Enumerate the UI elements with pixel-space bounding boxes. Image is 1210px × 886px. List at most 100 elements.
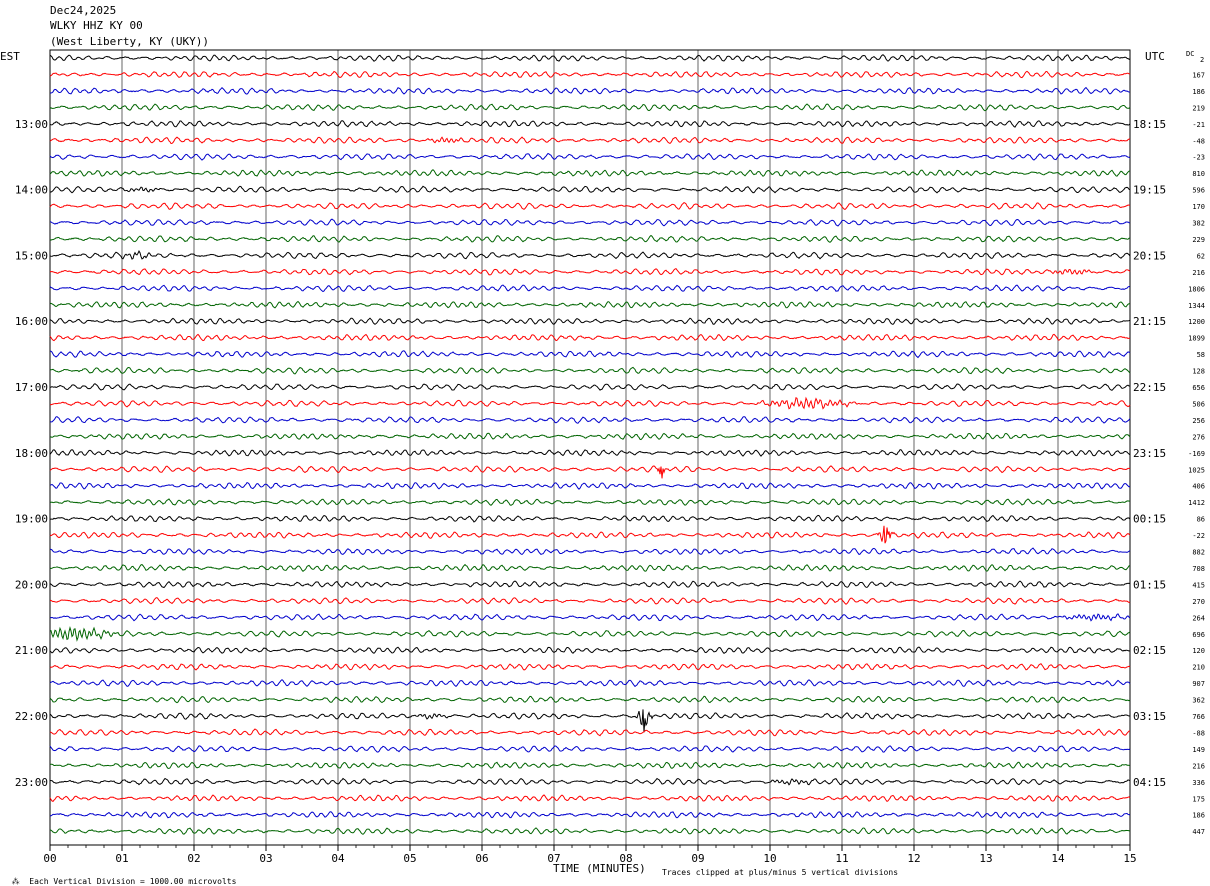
dc-offset-label: 766 — [1192, 713, 1205, 721]
left-hour-label: 23:00 — [15, 776, 48, 789]
trace-line — [49, 745, 1131, 753]
trace-line — [49, 728, 1131, 737]
x-tick-label: 15 — [1123, 852, 1136, 865]
right-hour-label: 19:15 — [1133, 184, 1166, 197]
dc-offset-label: 1806 — [1188, 285, 1205, 293]
trace-line — [50, 498, 1131, 506]
trace-line — [49, 465, 1131, 479]
x-axis-title: TIME (MINUTES) — [553, 862, 646, 875]
dc-offset-label: 447 — [1192, 828, 1205, 836]
x-tick-label: 03 — [259, 852, 272, 865]
x-tick-label: 02 — [187, 852, 200, 865]
dc-offset-label: 810 — [1192, 170, 1205, 178]
x-tick-label: 05 — [403, 852, 416, 865]
dc-offset-label: -21 — [1192, 121, 1205, 129]
left-hour-label: 15:00 — [15, 249, 48, 262]
trace-line — [49, 333, 1131, 342]
left-timezone-label: EST — [0, 50, 20, 63]
dc-offset-label: 86 — [1197, 516, 1205, 524]
trace-line — [49, 580, 1131, 589]
dc-offset-label: 1344 — [1188, 302, 1205, 310]
dc-offset-label: 1025 — [1188, 466, 1205, 474]
trace-line — [49, 547, 1131, 556]
dc-offset-label: 656 — [1192, 384, 1205, 392]
dc-offset-label: -22 — [1192, 532, 1205, 540]
right-hour-label: 00:15 — [1133, 513, 1166, 526]
trace-line — [49, 86, 1131, 95]
x-tick-label: 04 — [331, 852, 345, 865]
trace-line — [49, 366, 1131, 375]
dc-offset-label: 216 — [1192, 269, 1205, 277]
dc-offset-label: 219 — [1192, 104, 1205, 112]
trace-line — [49, 679, 1131, 688]
dc-label: DC — [1186, 50, 1195, 58]
dc-offset-label: 362 — [1192, 697, 1205, 705]
station-code: WLKY HHZ KY 00 — [50, 19, 143, 32]
right-timezone-label: UTC — [1145, 50, 1165, 63]
dc-offset-label: 406 — [1192, 483, 1205, 491]
station-location: (West Liberty, KY (UKY)) — [50, 35, 209, 48]
trace-line — [49, 300, 1131, 309]
left-hour-label: 22:00 — [15, 710, 48, 723]
dc-offset-label: 506 — [1192, 400, 1205, 408]
left-hour-label: 19:00 — [15, 513, 48, 526]
left-hour-label: 21:00 — [15, 644, 48, 657]
dc-offset-label: 1200 — [1188, 318, 1205, 326]
trace-line — [49, 646, 1131, 655]
trace-line — [49, 709, 1131, 733]
x-tick-label: 01 — [115, 852, 128, 865]
trace-line — [49, 663, 1131, 671]
right-hour-label: 01:15 — [1133, 578, 1166, 591]
corner-mark-icon: ⁂ — [11, 877, 20, 886]
trace-line — [49, 103, 1131, 112]
dc-offset-label: 128 — [1192, 368, 1205, 376]
scale-note: ⁂ Each Vertical Division = 1000.00 micro… — [2, 868, 237, 886]
trace-line — [49, 70, 1131, 79]
dc-offset-label: 186 — [1192, 812, 1205, 820]
plot-frame — [49, 49, 1131, 846]
trace-line — [49, 794, 1131, 803]
right-hour-label: 22:15 — [1133, 381, 1166, 394]
dc-offset-label: 175 — [1192, 795, 1205, 803]
trace-line — [49, 350, 1131, 359]
trace-line — [49, 761, 1131, 769]
dc-offset-label: 264 — [1192, 614, 1205, 622]
dc-offset-label: 167 — [1192, 71, 1205, 79]
right-hour-label: 03:15 — [1133, 710, 1166, 723]
trace-line — [49, 383, 1131, 391]
dc-offset-label: 1412 — [1188, 499, 1205, 507]
dc-offset-label: 229 — [1192, 236, 1205, 244]
trace-line — [49, 152, 1131, 161]
trace-line — [49, 120, 1131, 128]
x-tick-label: 00 — [43, 852, 56, 865]
trace-line — [49, 597, 1131, 605]
trace-line — [49, 54, 1131, 62]
dc-offset-label: 336 — [1192, 779, 1205, 787]
right-hour-label: 18:15 — [1133, 118, 1166, 131]
dc-offset-label: 415 — [1192, 581, 1205, 589]
dc-offset-label: 270 — [1192, 598, 1205, 606]
trace-line — [49, 317, 1131, 325]
trace-line — [49, 218, 1131, 227]
dc-offset-label: 170 — [1192, 203, 1205, 211]
trace-line — [49, 136, 1131, 145]
x-tick-label: 08 — [619, 852, 632, 865]
plot-date: Dec24,2025 — [50, 4, 117, 17]
right-hour-label: 02:15 — [1133, 644, 1166, 657]
trace-line — [49, 449, 1131, 457]
trace-line — [49, 249, 1131, 260]
dc-offset-label: 1899 — [1188, 335, 1205, 343]
trace-line — [49, 284, 1131, 293]
x-tick-label: 12 — [907, 852, 920, 865]
trace-line — [49, 234, 1131, 243]
dc-offset-label: 210 — [1192, 664, 1205, 672]
dc-offset-label: -169 — [1188, 450, 1205, 458]
trace-line — [49, 185, 1131, 194]
right-hour-label: 23:15 — [1133, 447, 1166, 460]
dc-offset-label: 58 — [1197, 351, 1205, 359]
trace-line — [49, 563, 1131, 572]
trace-line — [49, 827, 1131, 835]
dc-offset-label: 216 — [1192, 762, 1205, 770]
trace-line — [49, 201, 1131, 210]
